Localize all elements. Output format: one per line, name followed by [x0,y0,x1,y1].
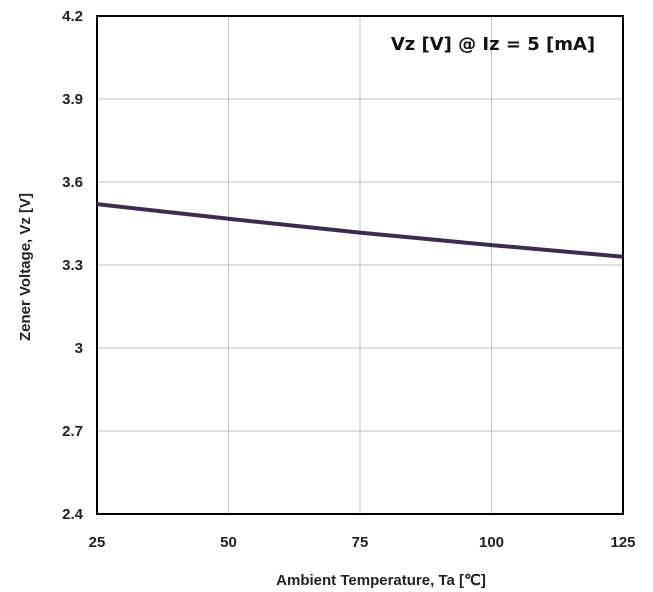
x-tick-label: 100 [479,534,504,551]
y-tick-label: 3.9 [62,91,83,108]
y-tick-label: 3.3 [62,257,83,274]
series-line [96,202,624,259]
x-tick-label: 25 [89,534,106,551]
y-tick-labels: 4.2 3.9 3.6 3.3 3 2.7 2.4 [62,8,84,523]
x-tick-label: 50 [220,534,237,551]
y-tick-label: 2.4 [62,506,84,523]
chart-annotation: Vz [V] @ Iz = 5 [mA] [391,34,595,55]
x-tick-label: 75 [352,534,369,551]
y-tick-label: 2.7 [62,423,83,440]
y-tick-label: 3.6 [62,174,83,191]
grid-lines [97,16,623,514]
plot-frame [96,15,624,515]
y-axis-title: Zener Voltage, Vz [V] [17,193,34,341]
y-tick-label: 3 [75,340,83,357]
x-tick-labels: 25 50 75 100 125 [89,534,636,551]
x-tick-label: 125 [610,534,635,551]
y-tick-label: 4.2 [62,8,83,25]
x-axis-title: Ambient Temperature, Ta [℃] [276,572,486,589]
